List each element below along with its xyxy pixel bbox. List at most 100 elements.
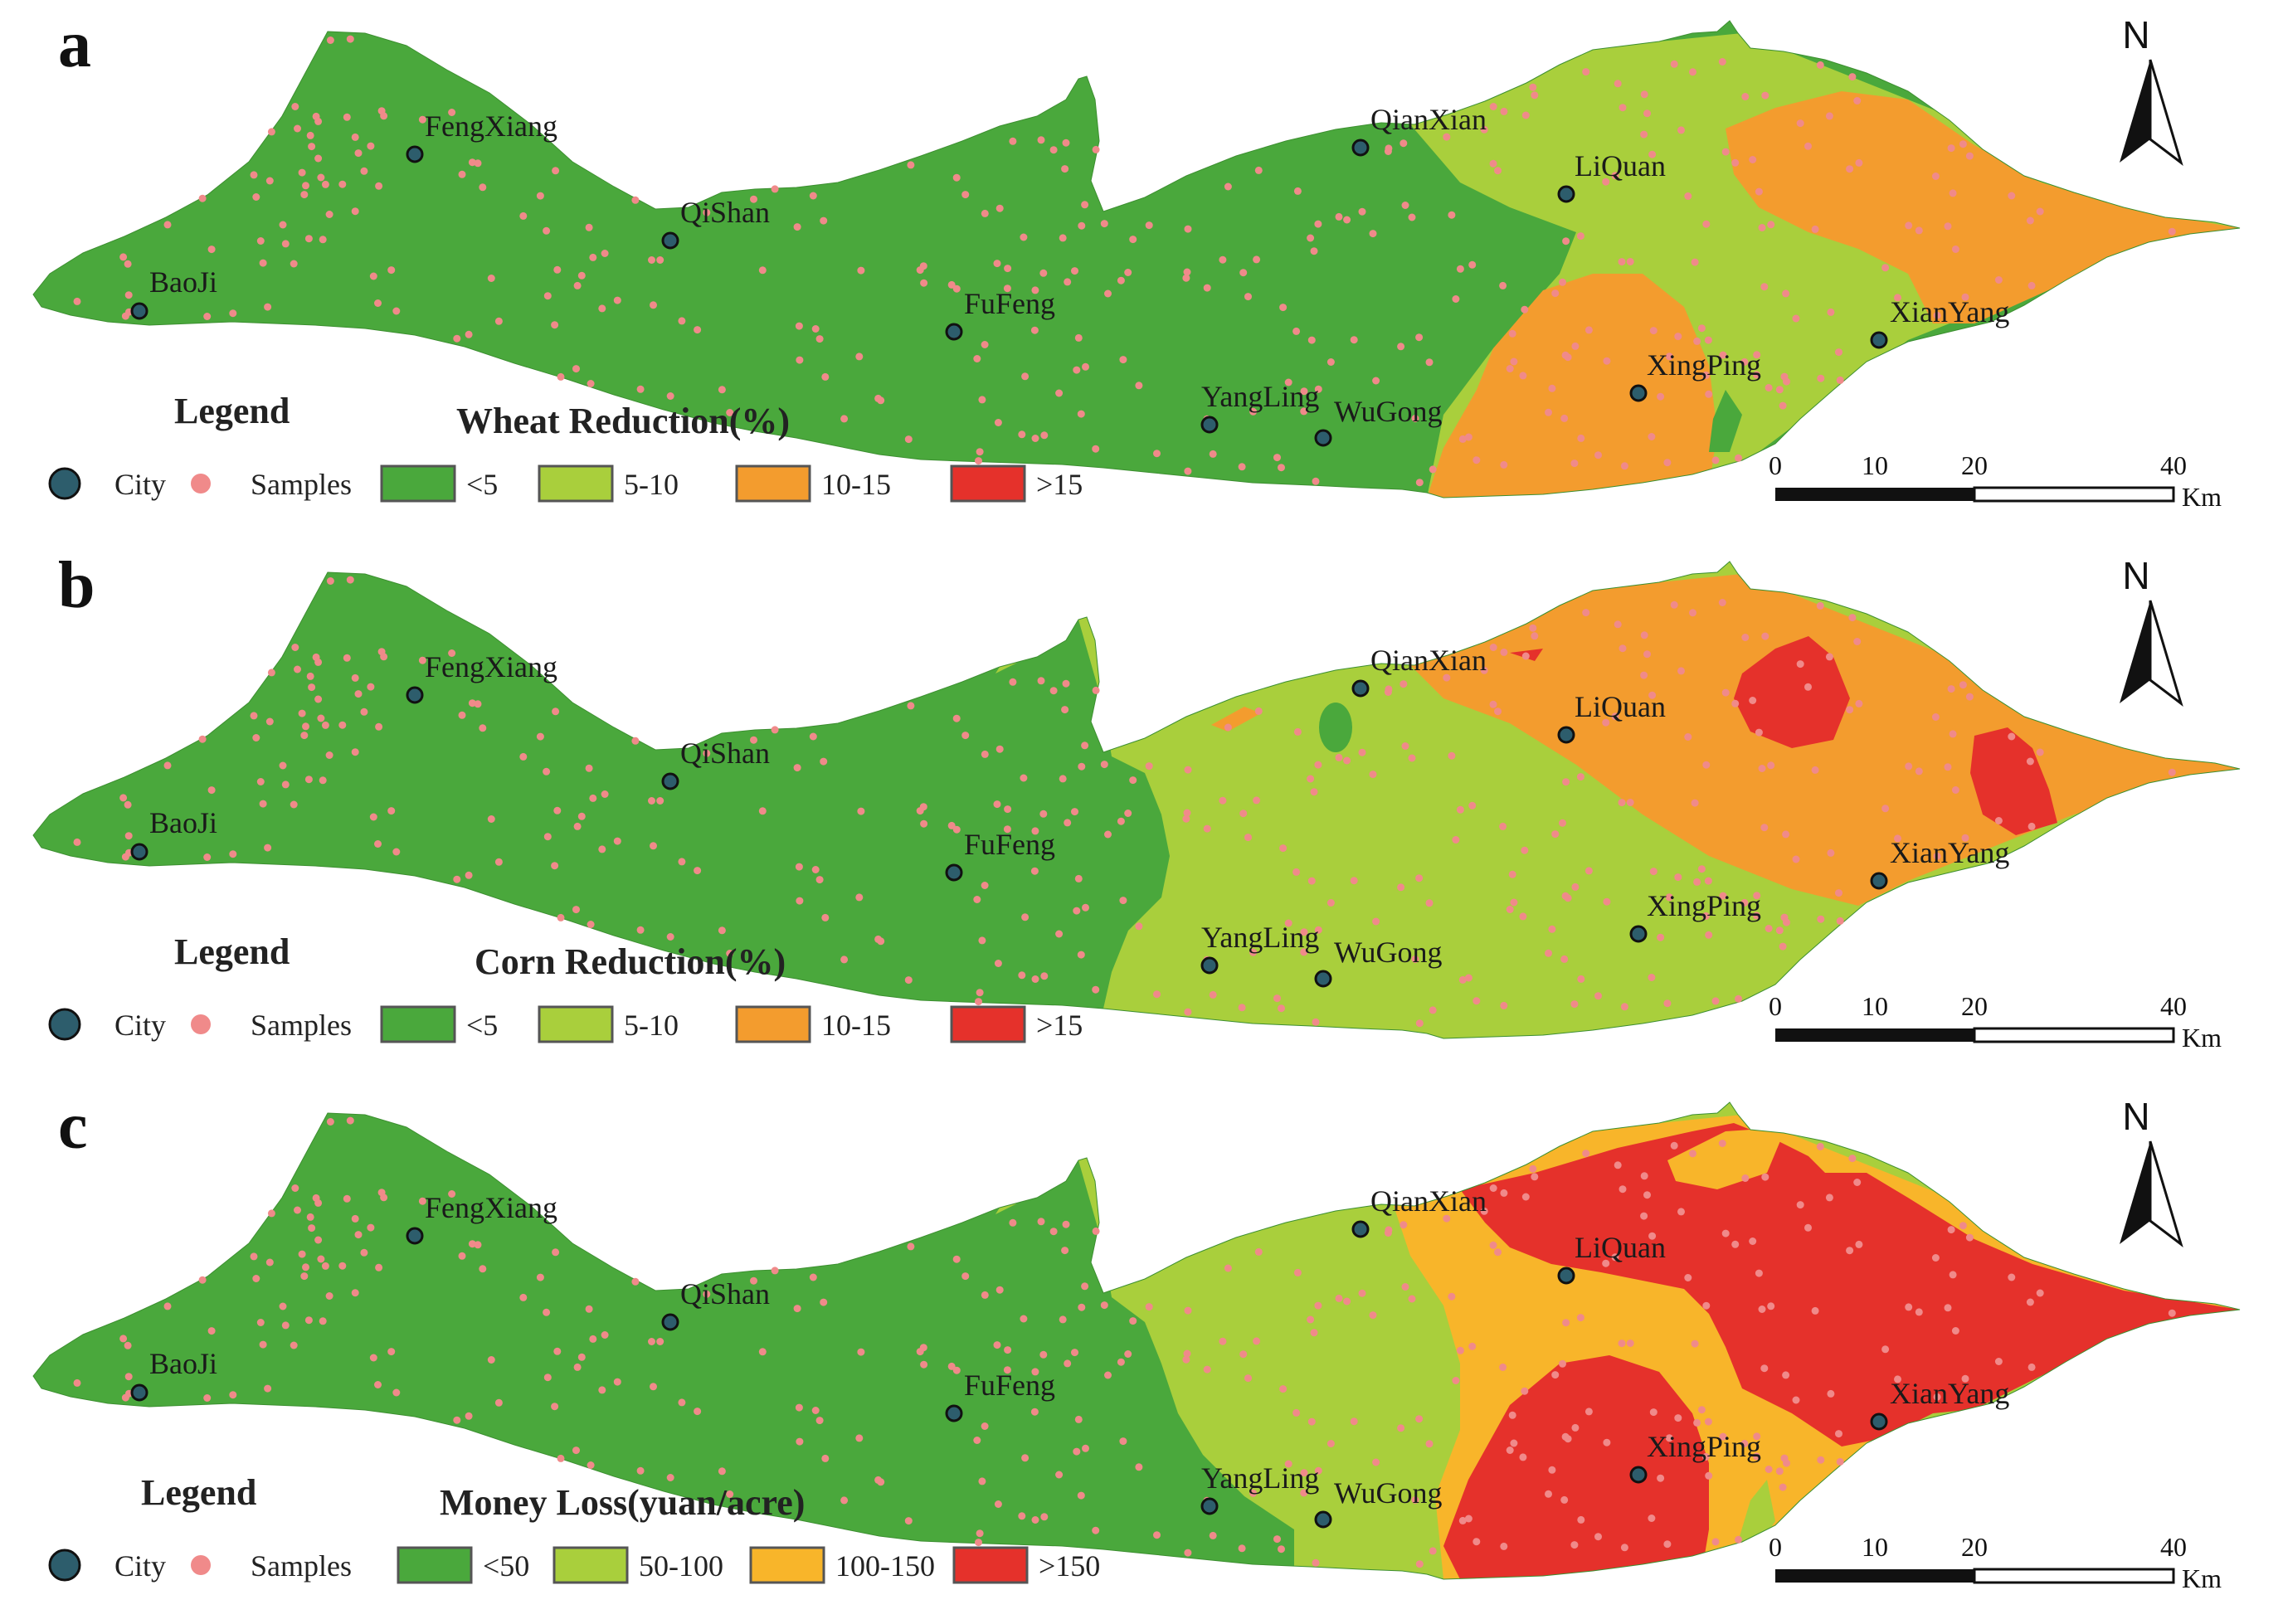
sample-point bbox=[1933, 852, 1941, 860]
legend-swatch bbox=[950, 1005, 1026, 1043]
sample-point bbox=[1510, 898, 1518, 907]
sample-point bbox=[1594, 451, 1602, 459]
sample-point bbox=[1031, 435, 1039, 442]
sample-point bbox=[981, 209, 989, 217]
sample-point bbox=[279, 1302, 287, 1310]
sample-point bbox=[494, 1398, 503, 1407]
sample-point bbox=[346, 35, 354, 43]
sample-point bbox=[1674, 873, 1682, 882]
sample-point bbox=[1312, 1558, 1320, 1567]
scale-tick-label: 0 bbox=[1769, 991, 1782, 1021]
sample-point bbox=[163, 761, 172, 770]
sample-point bbox=[207, 246, 216, 254]
legend: Legend Wheat Reduction(%) City Samples <5 5-1… bbox=[48, 391, 1083, 503]
panel-b: b bbox=[32, 549, 2241, 1039]
sample-point bbox=[1448, 211, 1456, 219]
city-marker: QiShan bbox=[661, 196, 770, 250]
sample-point bbox=[1719, 1432, 1727, 1441]
sample-point bbox=[1521, 846, 1529, 854]
sample-point bbox=[1577, 975, 1585, 983]
legend-sample-symbol bbox=[191, 1555, 211, 1575]
sample-point bbox=[1521, 1193, 1530, 1201]
city-label: YangLing bbox=[1201, 380, 1319, 413]
legend-samples-label: Samples bbox=[251, 1009, 352, 1042]
sample-point bbox=[1603, 897, 1611, 906]
sample-point bbox=[1253, 255, 1261, 264]
sample-point bbox=[1494, 707, 1502, 716]
sample-point bbox=[919, 262, 927, 270]
sample-point bbox=[1335, 212, 1343, 221]
sample-point bbox=[325, 211, 333, 218]
scale-segment-light bbox=[1973, 486, 2175, 503]
sample-point bbox=[1753, 892, 1761, 900]
sample-point bbox=[1704, 1417, 1712, 1426]
sample-point bbox=[1561, 892, 1570, 900]
sample-point bbox=[1571, 1423, 1580, 1432]
sample-point bbox=[1735, 994, 1742, 1003]
sample-point bbox=[551, 321, 559, 329]
sample-point bbox=[1401, 1283, 1409, 1291]
sample-point bbox=[465, 330, 473, 338]
sample-point bbox=[1030, 1408, 1039, 1416]
sample-point bbox=[1183, 1349, 1191, 1358]
city-dot bbox=[1200, 416, 1219, 434]
city-dot bbox=[1870, 331, 1888, 349]
city-dot bbox=[130, 1383, 148, 1402]
sample-point bbox=[1905, 221, 1913, 230]
sample-point bbox=[1124, 810, 1132, 817]
sample-point bbox=[1640, 631, 1648, 639]
sample-point bbox=[1949, 189, 1957, 197]
sample-point bbox=[308, 683, 316, 692]
legend-sample-symbol bbox=[191, 474, 211, 494]
city-label: LiQuan bbox=[1575, 149, 1666, 182]
sample-point bbox=[1846, 706, 1854, 714]
sample-point bbox=[726, 1490, 734, 1498]
sample-point bbox=[1705, 931, 1713, 939]
sample-point bbox=[1506, 365, 1514, 372]
sample-point bbox=[1508, 1411, 1516, 1419]
sample-point bbox=[1648, 691, 1657, 699]
legend-swatch bbox=[952, 1546, 1029, 1584]
sample-point bbox=[121, 853, 129, 861]
city-marker: QianXian bbox=[1351, 1184, 1487, 1238]
legend-city-label: City bbox=[114, 1549, 166, 1583]
sample-point bbox=[771, 1267, 779, 1275]
sample-point bbox=[1827, 1389, 1835, 1398]
scale-tick-label: 10 bbox=[1862, 1532, 1888, 1562]
sample-point bbox=[543, 292, 552, 300]
sample-point bbox=[304, 1316, 313, 1325]
sample-point bbox=[1343, 756, 1351, 765]
sample-point bbox=[1753, 351, 1761, 359]
sample-point bbox=[666, 392, 674, 400]
sample-point bbox=[281, 240, 290, 248]
sample-point bbox=[1836, 376, 1844, 384]
sample-point bbox=[367, 683, 375, 691]
sample-point bbox=[2168, 768, 2176, 776]
sample-point bbox=[1780, 1454, 1789, 1462]
sample-point bbox=[1300, 407, 1308, 416]
panel-overlay: BaoJi FengXiang QiShan FuFeng QianXian LiQuan… bbox=[48, 554, 2222, 1053]
sample-point bbox=[1307, 877, 1316, 885]
sample-point bbox=[319, 776, 327, 785]
region-map bbox=[32, 20, 2241, 498]
sample-point bbox=[1657, 1474, 1665, 1482]
sample-point bbox=[458, 170, 466, 178]
scale-tick-label: 0 bbox=[1769, 450, 1782, 480]
sample-point bbox=[961, 1272, 970, 1281]
sample-point bbox=[338, 1262, 347, 1270]
sample-point bbox=[1411, 1496, 1419, 1504]
sample-point bbox=[1489, 103, 1497, 110]
panel-letter: b bbox=[58, 549, 95, 622]
sample-point bbox=[198, 194, 207, 202]
sample-point bbox=[1061, 1247, 1069, 1255]
sample-point bbox=[1657, 933, 1665, 941]
sample-point bbox=[1508, 329, 1516, 338]
sample-point bbox=[308, 143, 316, 151]
city-dot bbox=[1557, 1267, 1575, 1285]
legend-swatch bbox=[538, 464, 614, 503]
sample-point bbox=[1529, 83, 1537, 91]
sample-point bbox=[1760, 1364, 1769, 1373]
sample-point bbox=[976, 448, 984, 456]
sample-point bbox=[1100, 761, 1108, 769]
